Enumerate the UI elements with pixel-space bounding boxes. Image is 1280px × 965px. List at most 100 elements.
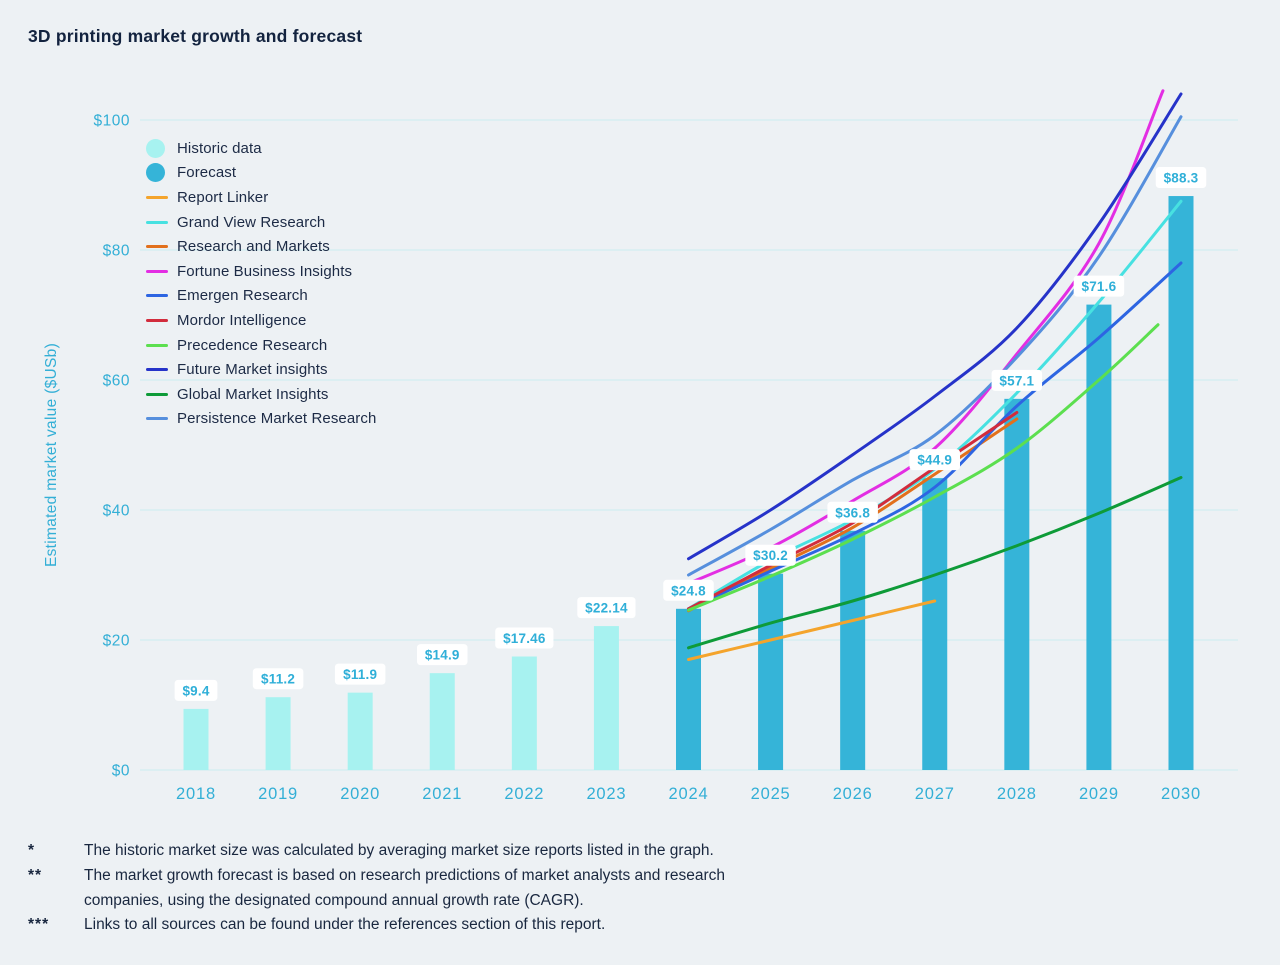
footnote-line: The market growth forecast is based on r… bbox=[84, 866, 725, 884]
x-tick-label-2021: 2021 bbox=[422, 785, 462, 803]
bar-forecast-2026 bbox=[840, 530, 866, 770]
bar-value-label-bg-2019 bbox=[252, 668, 304, 690]
bar-historic-2019 bbox=[265, 697, 291, 770]
legend-item-forecast: Forecast bbox=[146, 161, 376, 186]
bar-value-label-2020: $11.9 bbox=[343, 667, 377, 682]
legend-line-swatch bbox=[146, 318, 168, 322]
y-tick-label: $20 bbox=[103, 633, 130, 650]
series-line-global-market-insights bbox=[686, 476, 1183, 650]
footnote-text: Links to all sources can be found under … bbox=[84, 913, 605, 938]
series-line-mordor-intelligence bbox=[686, 411, 1019, 611]
footnote-line: companies, using the designated compound… bbox=[84, 891, 584, 909]
legend-item-research-and-markets: Research and Markets bbox=[146, 234, 376, 259]
bar-value-label-bg-2026 bbox=[827, 501, 878, 523]
bar-value-label-2024: $24.8 bbox=[671, 583, 706, 598]
x-tick-label-2019: 2019 bbox=[258, 785, 298, 803]
footnote-line: The historic market size was calculated … bbox=[84, 842, 714, 859]
bar-value-label-bg-2030 bbox=[1155, 167, 1207, 189]
legend-label: Global Market Insights bbox=[177, 385, 329, 403]
legend-line-swatch bbox=[146, 245, 168, 249]
y-axis-title: Estimated market value ($USb) bbox=[43, 343, 60, 567]
y-tick-label: $60 bbox=[103, 373, 130, 390]
chart-legend: Historic data Forecast Report Linker Grand … bbox=[146, 136, 376, 431]
bar-historic-2018 bbox=[183, 708, 209, 770]
bar-value-label-bg-2024 bbox=[663, 579, 714, 601]
legend-label: Forecast bbox=[177, 164, 237, 182]
legend-label: Precedence Research bbox=[177, 336, 328, 354]
bar-historic-2021 bbox=[429, 673, 455, 770]
footnote-marker: ** bbox=[28, 866, 43, 884]
legend-item-historic-data: Historic data bbox=[146, 136, 376, 161]
x-tick-label-2028: 2028 bbox=[997, 785, 1037, 803]
legend-label: Historic data bbox=[177, 139, 262, 157]
legend-line-swatch bbox=[146, 343, 168, 347]
bar-value-label-2018: $9.4 bbox=[182, 683, 209, 698]
bar-value-label-bg-2018 bbox=[174, 679, 218, 701]
bar-value-label-2028: $57.1 bbox=[999, 373, 1034, 388]
legend-item-future-market-insights: Future Market insights bbox=[146, 357, 376, 382]
series-line-emergen-research bbox=[686, 261, 1183, 611]
legend-line-swatch bbox=[146, 269, 168, 273]
bar-value-label-bg-2029 bbox=[1073, 275, 1125, 297]
bar-value-label-2030: $88.3 bbox=[1164, 171, 1199, 186]
y-tick-label: $0 bbox=[112, 763, 130, 780]
x-tick-label-2020: 2020 bbox=[340, 785, 380, 803]
legend-label: Emergen Research bbox=[177, 287, 308, 305]
bar-value-label-2026: $36.8 bbox=[835, 505, 870, 520]
legend-item-report-linker: Report Linker bbox=[146, 185, 376, 210]
bar-forecast-2024 bbox=[675, 608, 701, 770]
bar-value-label-bg-2022 bbox=[495, 627, 554, 649]
legend-line-swatch bbox=[146, 368, 168, 372]
bar-value-label-bg-2025 bbox=[745, 544, 796, 566]
bar-forecast-2028 bbox=[1004, 398, 1030, 770]
footnote-marker: *** bbox=[28, 916, 50, 934]
legend-line-swatch bbox=[146, 195, 168, 199]
legend-item-emergen-research: Emergen Research bbox=[146, 284, 376, 309]
series-line-precedence-research bbox=[686, 323, 1160, 612]
legend-item-persistence-market-research: Persistence Market Research bbox=[146, 407, 376, 432]
footnotes: * The historic market size was calculated… bbox=[28, 839, 928, 938]
legend-line-swatch bbox=[146, 294, 168, 298]
legend-line-swatch bbox=[146, 220, 168, 224]
bar-forecast-2027 bbox=[922, 478, 948, 770]
bar-value-label-2029: $71.6 bbox=[1082, 279, 1117, 294]
bar-value-label-bg-2027 bbox=[909, 449, 960, 471]
legend-label: Grand View Research bbox=[177, 213, 326, 231]
x-tick-label-2024: 2024 bbox=[669, 785, 709, 803]
x-tick-label-2023: 2023 bbox=[586, 785, 626, 803]
bar-value-label-2022: $17.46 bbox=[503, 631, 546, 646]
bar-value-label-2025: $30.2 bbox=[753, 548, 788, 563]
x-tick-label-2027: 2027 bbox=[915, 785, 955, 803]
bar-historic-2020 bbox=[347, 692, 373, 770]
chart-svg: $0 $20 $40 $60 $80 $100 Estimated market value… bbox=[43, 89, 1238, 803]
legend-circle-swatch bbox=[146, 138, 165, 158]
bar-forecast-2030 bbox=[1168, 196, 1194, 771]
bar-forecast-2029 bbox=[1086, 304, 1112, 770]
y-tick-label: $80 bbox=[103, 243, 130, 260]
y-tick-label: $100 bbox=[94, 113, 130, 130]
series-line-persistence-market-research bbox=[686, 115, 1183, 577]
footnote-row-2: ** The market growth forecast is based on… bbox=[28, 864, 928, 914]
series-line-report-linker bbox=[686, 599, 937, 661]
bar-historic-2023 bbox=[593, 626, 619, 770]
chart-title: 3D printing market growth and forecast bbox=[28, 26, 363, 46]
legend-circle-swatch bbox=[146, 163, 165, 183]
footnote-row-1: * The historic market size was calculated… bbox=[28, 839, 928, 864]
legend-label: Report Linker bbox=[177, 188, 269, 206]
x-tick-label-2025: 2025 bbox=[751, 785, 791, 803]
bar-value-label-2019: $11.2 bbox=[261, 672, 295, 687]
legend-item-global-market-insights: Global Market Insights bbox=[146, 382, 376, 407]
legend-item-grand-view-research: Grand View Research bbox=[146, 210, 376, 235]
legend-item-mordor-intelligence: Mordor Intelligence bbox=[146, 308, 376, 333]
x-tick-label-2030: 2030 bbox=[1161, 785, 1201, 803]
legend-item-precedence-research: Precedence Research bbox=[146, 333, 376, 358]
bar-value-label-bg-2028 bbox=[991, 369, 1043, 391]
x-tick-label-2018: 2018 bbox=[176, 785, 216, 803]
footnote-text: The market growth forecast is based on r… bbox=[84, 864, 725, 914]
legend-line-swatch bbox=[146, 392, 168, 396]
bar-value-label-bg-2020 bbox=[334, 663, 386, 685]
x-tick-label-2026: 2026 bbox=[833, 785, 873, 803]
legend-line-swatch bbox=[146, 417, 168, 421]
bar-value-label-bg-2021 bbox=[416, 644, 468, 666]
legend-label: Persistence Market Research bbox=[177, 410, 377, 428]
